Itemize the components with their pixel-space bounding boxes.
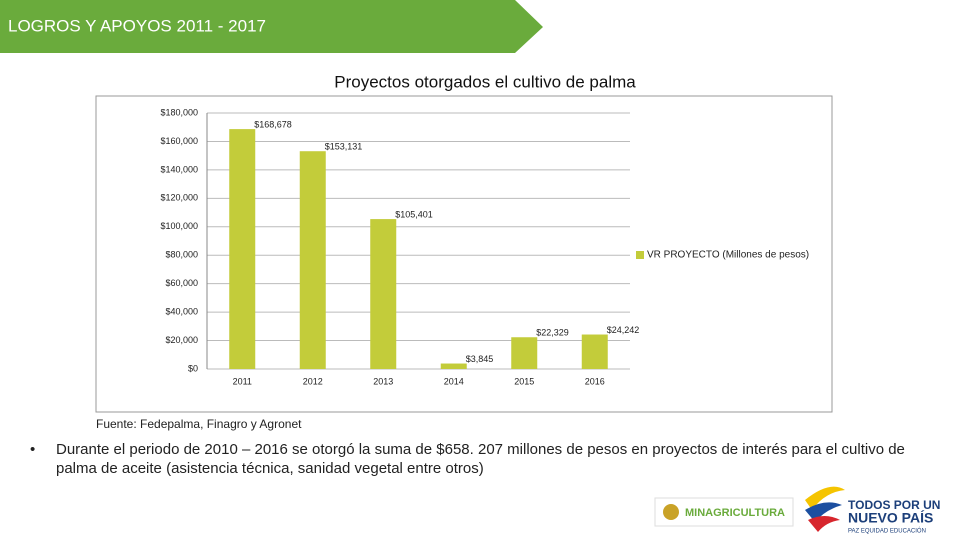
- x-tick-label: 2013: [373, 376, 393, 386]
- y-tick-label: $0: [188, 363, 198, 373]
- y-tick-label: $120,000: [160, 193, 198, 203]
- logo-line2: NUEVO PAÍS: [848, 510, 933, 526]
- x-tick-label: 2014: [444, 376, 464, 386]
- value-label: $153,131: [325, 142, 363, 152]
- bar: [370, 219, 397, 369]
- ministry-logo: MINAGRICULTURA: [685, 507, 785, 519]
- y-tick-label: $40,000: [165, 306, 198, 316]
- value-label: $22,329: [536, 328, 569, 338]
- logo-swoosh: [805, 486, 845, 510]
- bullet-marker: •: [30, 441, 36, 458]
- x-tick-label: 2015: [514, 376, 534, 386]
- x-tick-label: 2016: [585, 376, 605, 386]
- bar: [581, 334, 608, 369]
- bullet-text: Durante el periodo de 2010 – 2016 se oto…: [56, 441, 905, 477]
- y-tick-label: $80,000: [165, 250, 198, 260]
- chart-title: Proyectos otorgados el cultivo de palma: [334, 72, 636, 91]
- legend-swatch: [636, 251, 644, 259]
- value-label: $105,401: [395, 209, 433, 219]
- bar: [440, 363, 467, 369]
- y-tick-label: $100,000: [160, 221, 198, 231]
- y-tick-label: $140,000: [160, 164, 198, 174]
- chart-frame: [95, 95, 833, 413]
- y-tick-label: $180,000: [160, 107, 198, 117]
- logo-swoosh: [805, 502, 842, 522]
- logo-swoosh: [808, 516, 840, 532]
- value-label: $24,242: [607, 325, 640, 335]
- bar: [511, 337, 538, 369]
- legend-label: VR PROYECTO (Millones de pesos): [647, 250, 809, 261]
- ministry-icon: [663, 504, 679, 520]
- value-label: $168,678: [254, 119, 292, 129]
- header-title: LOGROS Y APOYOS 2011 - 2017: [8, 16, 266, 35]
- y-tick-label: $60,000: [165, 278, 198, 288]
- x-tick-label: 2011: [233, 376, 252, 386]
- value-label: $3,845: [466, 354, 494, 364]
- y-tick-label: $20,000: [165, 335, 198, 345]
- source: Fuente: Fedepalma, Finagro y Agronet: [96, 417, 302, 431]
- logo-line3: PAZ EQUIDAD EDUCACIÓN: [848, 528, 926, 535]
- bar: [229, 129, 256, 369]
- bar: [299, 151, 326, 369]
- x-tick-label: 2012: [303, 376, 323, 386]
- logo-line1: TODOS POR UN: [848, 498, 940, 512]
- header-banner: [0, 0, 543, 53]
- logos: MINAGRICULTURA TODOS POR UN NUEVO PAÍS P…: [654, 486, 940, 535]
- y-tick-label: $160,000: [160, 136, 198, 146]
